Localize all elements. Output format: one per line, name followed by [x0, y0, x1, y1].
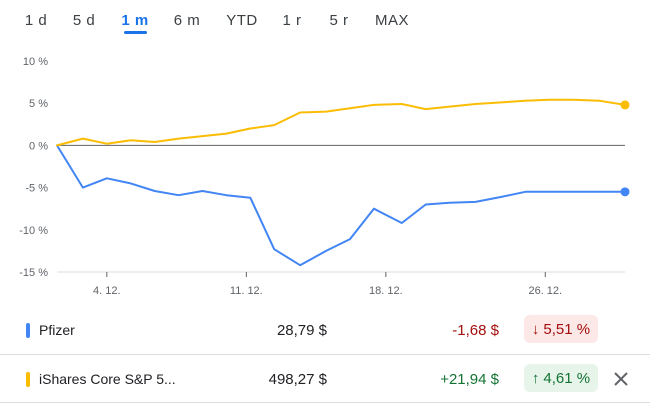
- row-divider: [0, 402, 650, 403]
- tab-1d[interactable]: 1 d: [24, 12, 48, 29]
- price-change: -1,68 $: [452, 322, 499, 339]
- series-color-swatch: [26, 372, 30, 387]
- series-line-ishares: [56, 98, 626, 147]
- x-tick-label: 18. 12.: [369, 285, 403, 297]
- tab-1r[interactable]: 1 r: [282, 12, 302, 29]
- percent-change-badge: ↑ 4,61 %: [524, 364, 598, 392]
- arrow-down-icon: ↓: [531, 320, 540, 338]
- tab-max[interactable]: MAX: [374, 12, 410, 29]
- y-tick-label: -15 %: [19, 267, 48, 279]
- stock-price: 498,27 $: [268, 371, 327, 388]
- tab-6m[interactable]: 6 m: [173, 12, 201, 29]
- series-color-swatch: [26, 323, 30, 338]
- y-tick-label: 0 %: [29, 140, 48, 152]
- arrow-up-icon: ↑: [531, 369, 540, 387]
- close-icon[interactable]: [611, 369, 631, 389]
- percent-change-value: 4,61 %: [543, 369, 591, 387]
- y-tick-label: 5 %: [29, 98, 48, 110]
- y-tick-label: -5 %: [25, 183, 48, 195]
- stock-row-pfizer[interactable]: Pfizer 28,79 $ -1,68 $ ↓ 5,51 %: [0, 307, 650, 353]
- price-change: +21,94 $: [440, 371, 499, 388]
- tab-1m[interactable]: 1 m: [121, 12, 149, 29]
- percent-change-badge: ↓ 5,51 %: [524, 315, 598, 343]
- y-tick-label: -10 %: [19, 225, 48, 237]
- series-end-point-ishares: [620, 100, 630, 110]
- tab-5d[interactable]: 5 d: [72, 12, 96, 29]
- stock-row-ishares[interactable]: iShares Core S&P 5... 498,27 $ +21,94 $ …: [0, 354, 650, 403]
- comparison-line-chart: 10 % 5 % 0 % -5 % -10 % -15 % 4. 12. 11. 12. 18.…: [19, 56, 630, 297]
- x-tick-label: 11. 12.: [230, 285, 263, 297]
- series-end-point-pfizer: [620, 187, 630, 197]
- series-line-pfizer: [56, 144, 626, 267]
- x-tick-label: 4. 12.: [93, 285, 121, 297]
- stock-price: 28,79 $: [276, 322, 327, 339]
- time-range-tabs: 1 d 5 d 1 m 6 m YTD 1 r 5 r MAX: [0, 0, 650, 44]
- y-tick-label: 10 %: [23, 56, 48, 68]
- tab-ytd[interactable]: YTD: [226, 12, 258, 29]
- stock-name: iShares Core S&P 5...: [39, 371, 176, 387]
- percent-change-value: 5,51 %: [543, 320, 591, 338]
- x-tick-label: 26. 12.: [528, 285, 562, 297]
- active-tab-indicator: [124, 31, 147, 34]
- tab-5r[interactable]: 5 r: [329, 12, 349, 29]
- stock-name: Pfizer: [39, 322, 75, 338]
